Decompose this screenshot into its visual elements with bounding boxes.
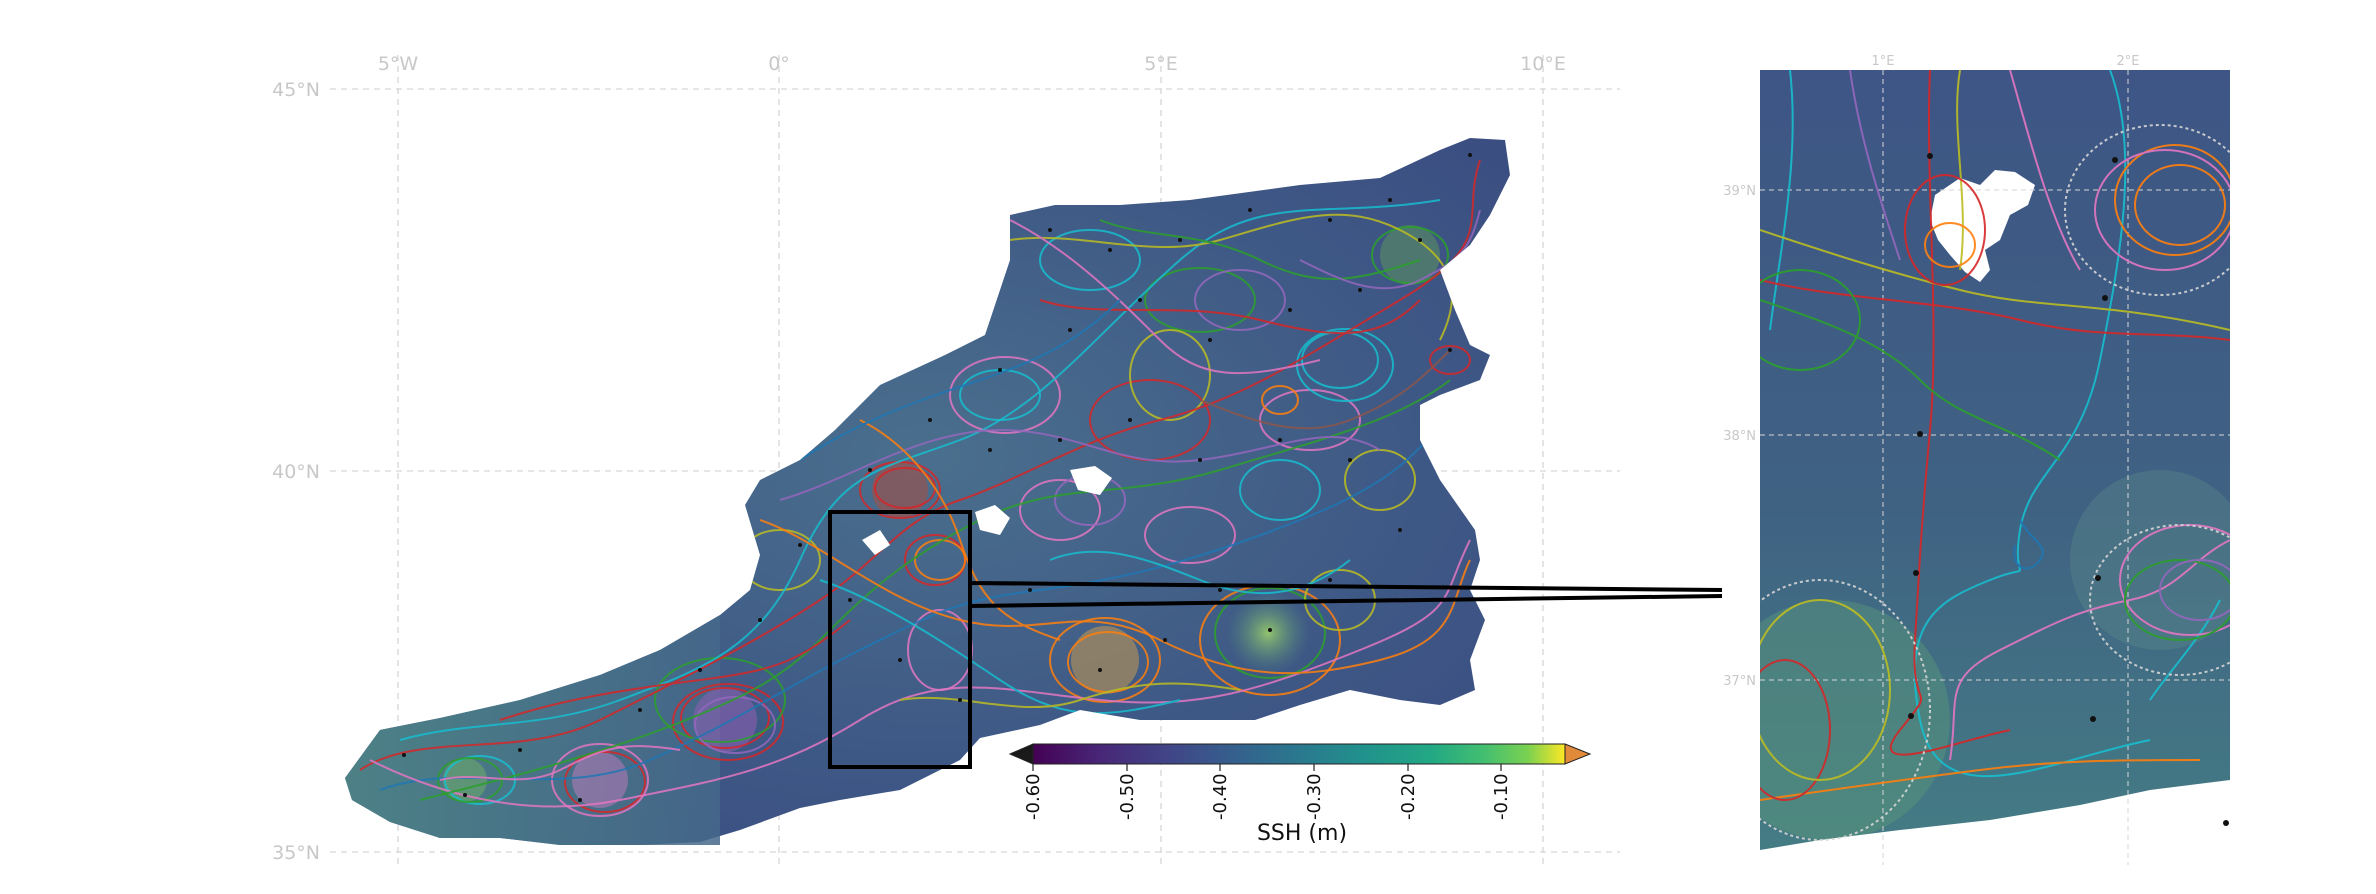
lat-label-35n: 35°N	[272, 842, 320, 864]
inset-lon-label-1e: 1°E	[1872, 54, 1895, 69]
main-map-gridlines	[330, 55, 1620, 868]
inset-lat-label-37n: 37°N	[1723, 674, 1756, 689]
colorbar-tick-030: -0.30	[1304, 773, 1325, 820]
lon-label-5w: 5°W	[378, 53, 419, 75]
zoom-region-indicator	[828, 510, 1723, 769]
colorbar-gradient	[1032, 743, 1566, 765]
colorbar-label: SSH (m)	[1257, 821, 1347, 846]
lon-label-0: 0°	[768, 53, 790, 75]
inset-lat-label-38n: 38°N	[1723, 429, 1756, 444]
lon-label-10e: 10°E	[1520, 53, 1566, 75]
zoom-box	[828, 510, 972, 769]
main-map-lon-labels: 5°W 0° 5°E 10°E	[378, 53, 1566, 75]
inset-lon-label-2e: 2°E	[2117, 54, 2140, 69]
zoom-connector-bottom	[969, 594, 1723, 608]
inset-map: 1°E 2°E 39°N 38°N 37°N	[1723, 54, 2230, 865]
colorbar-over-triangle	[1564, 743, 1592, 765]
colorbar-tick-040: -0.40	[1210, 773, 1231, 820]
inset-lat-label-39n: 39°N	[1723, 184, 1756, 199]
colorbar-tick-020: -0.20	[1398, 773, 1419, 820]
lat-label-45n: 45°N	[272, 79, 320, 101]
lat-label-40n: 40°N	[272, 461, 320, 483]
inset-lon-labels: 1°E 2°E	[1872, 54, 2140, 69]
inset-gridlines	[1760, 70, 2230, 865]
colorbar-tick-010: -0.10	[1491, 773, 1512, 820]
colorbar: -0.60 -0.50 -0.40 -0.30 -0.20 -0.10 SSH …	[1008, 743, 1592, 846]
main-map-lat-labels: 45°N 40°N 35°N	[272, 79, 320, 864]
colorbar-tick-050: -0.50	[1117, 773, 1138, 820]
colorbar-tick-060: -0.60	[1023, 773, 1044, 820]
lagrangian-trajectories	[359, 153, 1481, 817]
colorbar-under-triangle	[1008, 743, 1034, 765]
zoom-connector-top	[968, 578, 1723, 592]
inset-lat-labels: 39°N 38°N 37°N	[1723, 184, 1756, 689]
lon-label-5e: 5°E	[1144, 53, 1178, 75]
